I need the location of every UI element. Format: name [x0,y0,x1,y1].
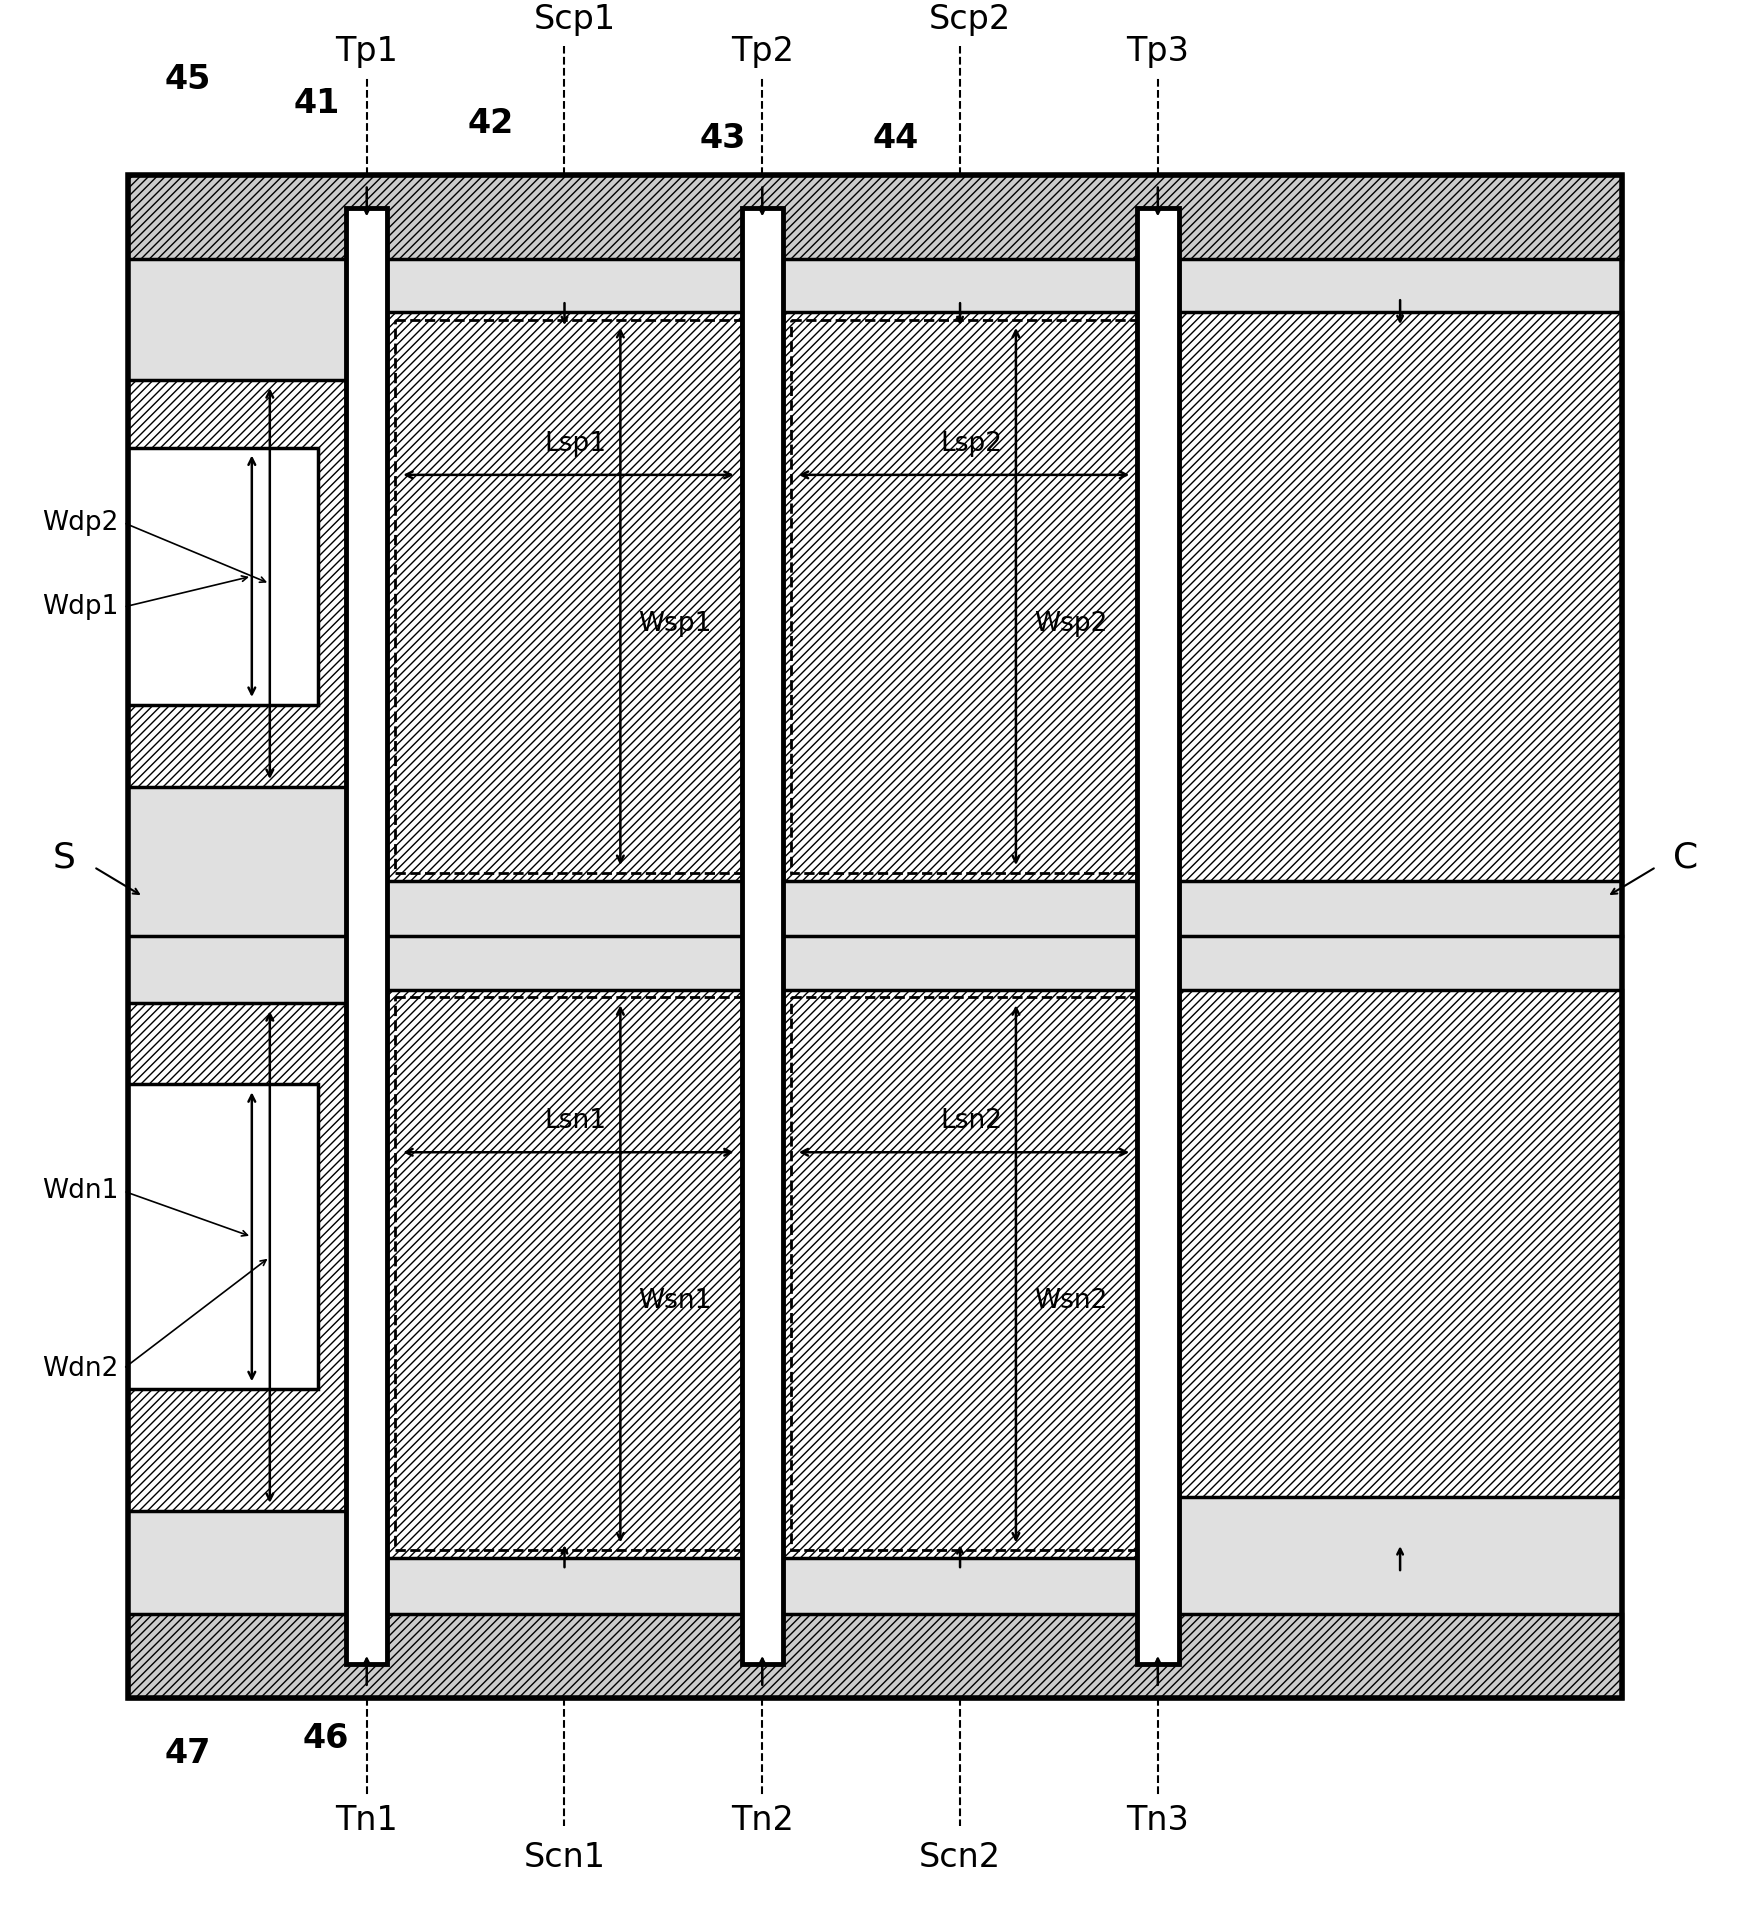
Text: 41: 41 [292,87,340,120]
Text: 44: 44 [872,121,919,154]
Text: Tp2: Tp2 [730,35,793,67]
Bar [128,175,1621,1697]
Bar [128,380,347,787]
Bar [128,1084,319,1388]
Text: Wdn2: Wdn2 [42,1355,119,1382]
Text: Lsp1: Lsp1 [545,432,606,457]
Text: S: S [53,841,75,873]
Text: 45: 45 [165,62,210,96]
Bar [1178,989,1621,1496]
Text: Tn2: Tn2 [730,1805,793,1837]
Text: Tn1: Tn1 [336,1805,397,1837]
Text: Tp3: Tp3 [1126,35,1189,67]
Bar [396,320,741,873]
Bar [791,997,1136,1550]
Text: Scp1: Scp1 [534,4,615,37]
Bar [1136,208,1178,1664]
Text: Scn1: Scn1 [524,1841,606,1874]
Text: Lsn2: Lsn2 [940,1109,1002,1134]
Bar [783,989,1136,1558]
Text: 46: 46 [303,1722,350,1754]
Text: Tn3: Tn3 [1126,1805,1189,1837]
Bar [741,208,783,1664]
Bar [347,208,387,1664]
Text: Wdp2: Wdp2 [42,509,119,536]
Text: C: C [1674,841,1698,873]
Text: 42: 42 [468,108,513,141]
Text: Wsn1: Wsn1 [637,1288,711,1315]
Text: Tp1: Tp1 [334,35,397,67]
Text: 47: 47 [165,1737,210,1770]
Bar [396,997,741,1550]
Text: Lsp2: Lsp2 [940,432,1002,457]
Bar [128,258,1621,1614]
Bar [1178,312,1621,881]
Text: Scn2: Scn2 [919,1841,1002,1874]
Bar [387,312,741,881]
Text: Wdn1: Wdn1 [42,1178,119,1205]
Bar [128,1614,1621,1697]
Bar [387,989,741,1558]
Bar [783,312,1136,881]
Text: Scp2: Scp2 [928,4,1010,37]
Text: Wsp2: Wsp2 [1033,611,1107,636]
Text: Wsp1: Wsp1 [637,611,711,636]
Text: Wsn2: Wsn2 [1033,1288,1107,1315]
Text: Wdp1: Wdp1 [42,594,119,621]
Bar [128,175,1621,258]
Text: Lsn1: Lsn1 [545,1109,606,1134]
Bar [128,1003,347,1512]
Text: 43: 43 [700,121,746,154]
Bar [791,320,1136,873]
Bar [128,447,319,706]
